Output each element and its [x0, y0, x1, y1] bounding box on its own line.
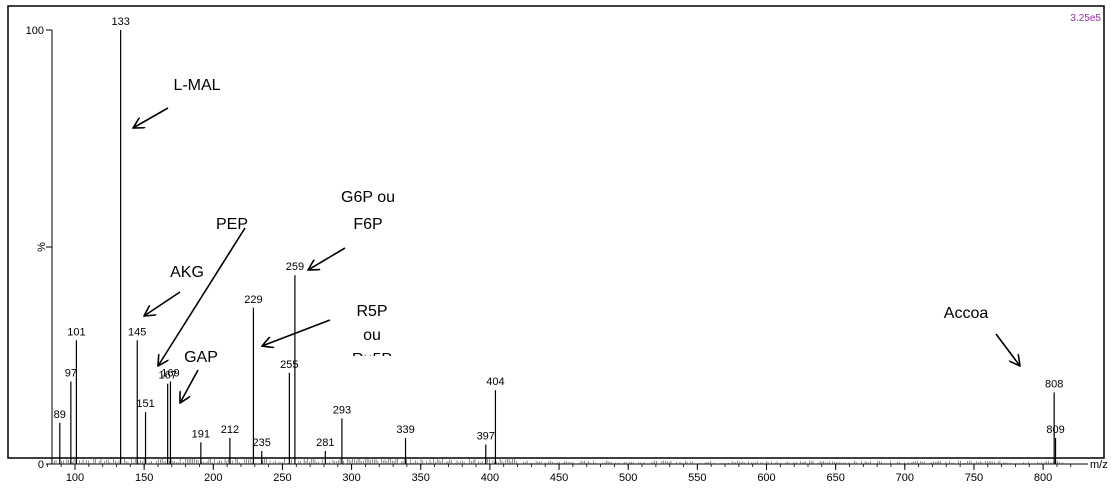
annotation-text-r5p: Ru5P [352, 351, 392, 368]
peak-label-97: 97 [65, 368, 77, 380]
annotation-arrow-lmal [133, 107, 169, 128]
annotation-text-r5p: ou [363, 327, 381, 344]
annotation-arrow-r5p [262, 319, 331, 346]
x-tick-label: 750 [965, 472, 983, 484]
annotation-g6p-f6p: G6P ou F6P [341, 189, 395, 233]
peak-label-145: 145 [128, 326, 146, 338]
annotation-lmal: L-MAL [173, 77, 220, 94]
peak-label-259: 259 [286, 261, 304, 273]
peak-label-229: 229 [244, 294, 262, 306]
peak-label-101: 101 [67, 326, 85, 338]
peak-label-255: 255 [280, 359, 298, 371]
peak-label-167: 167 [158, 370, 176, 382]
annotation-text-g6p-f6p: F6P [353, 216, 382, 233]
x-tick-label: 150 [135, 472, 153, 484]
annotation-text-akg: AKG [170, 264, 204, 281]
y-axis-label: % [36, 242, 48, 252]
peak-label-169: 169 [161, 368, 179, 380]
annotation-arrow-accoa [995, 333, 1020, 366]
x-tick-label: 100 [66, 472, 84, 484]
x-tick-label: 800 [1034, 472, 1052, 484]
peak-label-339: 339 [396, 424, 414, 436]
annotation-akg: AKG [170, 264, 204, 281]
peak-label-235: 235 [253, 437, 271, 449]
annotation-gap: GAP [184, 349, 218, 366]
annotation-text-pep: PEP [216, 216, 248, 233]
x-tick-label: 450 [550, 472, 568, 484]
annotation-r5p: R5P ou Ru5P [352, 303, 392, 368]
peak-label-89: 89 [54, 409, 66, 421]
annotation-arrow-gap [180, 369, 199, 403]
x-tick-label: 500 [619, 472, 637, 484]
annotation-accoa: Accoa [944, 305, 989, 322]
x-tick-label: 550 [688, 472, 706, 484]
x-tick-label: 200 [204, 472, 222, 484]
annotation-pep: PEP [216, 216, 248, 233]
x-tick-label: 250 [273, 472, 291, 484]
peak-label-191: 191 [192, 428, 210, 440]
annotation-text-r5p: R5P [356, 303, 387, 320]
frame [7, 5, 1105, 459]
peak-label-293: 293 [333, 404, 351, 416]
annotation-text-lmal: L-MAL [173, 77, 220, 94]
x-tick-label: 350 [412, 472, 430, 484]
peak-label-404: 404 [486, 376, 504, 388]
peak-label-809: 809 [1046, 424, 1064, 436]
peak-label-397: 397 [477, 430, 495, 442]
y-tick-label: 0 [38, 459, 44, 471]
x-tick-label: 400 [481, 472, 499, 484]
annotation-text-g6p-f6p: G6P ou [341, 189, 395, 206]
x-axis-label: m/z [1090, 459, 1108, 471]
y-tick-label: 100 [26, 25, 44, 37]
annotation-arrow-akg [144, 291, 181, 316]
x-tick-label: 600 [757, 472, 775, 484]
x-tick-label: 700 [896, 472, 914, 484]
peak-label-808: 808 [1045, 378, 1063, 390]
peak-label-281: 281 [316, 437, 334, 449]
max-intensity-label: 3.25e5 [1070, 13, 1101, 24]
axes: m/z 100 150 200 250 300 350 400 450 500 550 600 650 7… [26, 25, 1108, 484]
annotation-text-gap: GAP [184, 349, 218, 366]
annotation-arrow-g6p-f6p [308, 247, 346, 270]
annotation-text-accoa: Accoa [944, 305, 989, 322]
annotations: L-MAL PEP G6P ou F6P AKG R5P ou Ru5P GAP Accoa [133, 77, 1020, 403]
x-tick-label: 650 [826, 472, 844, 484]
peak-label-151: 151 [136, 398, 154, 410]
annotation-arrow-pep [158, 227, 246, 366]
peak-label-212: 212 [221, 424, 239, 436]
x-tick-label: 300 [342, 472, 360, 484]
peak-label-133: 133 [111, 16, 129, 28]
